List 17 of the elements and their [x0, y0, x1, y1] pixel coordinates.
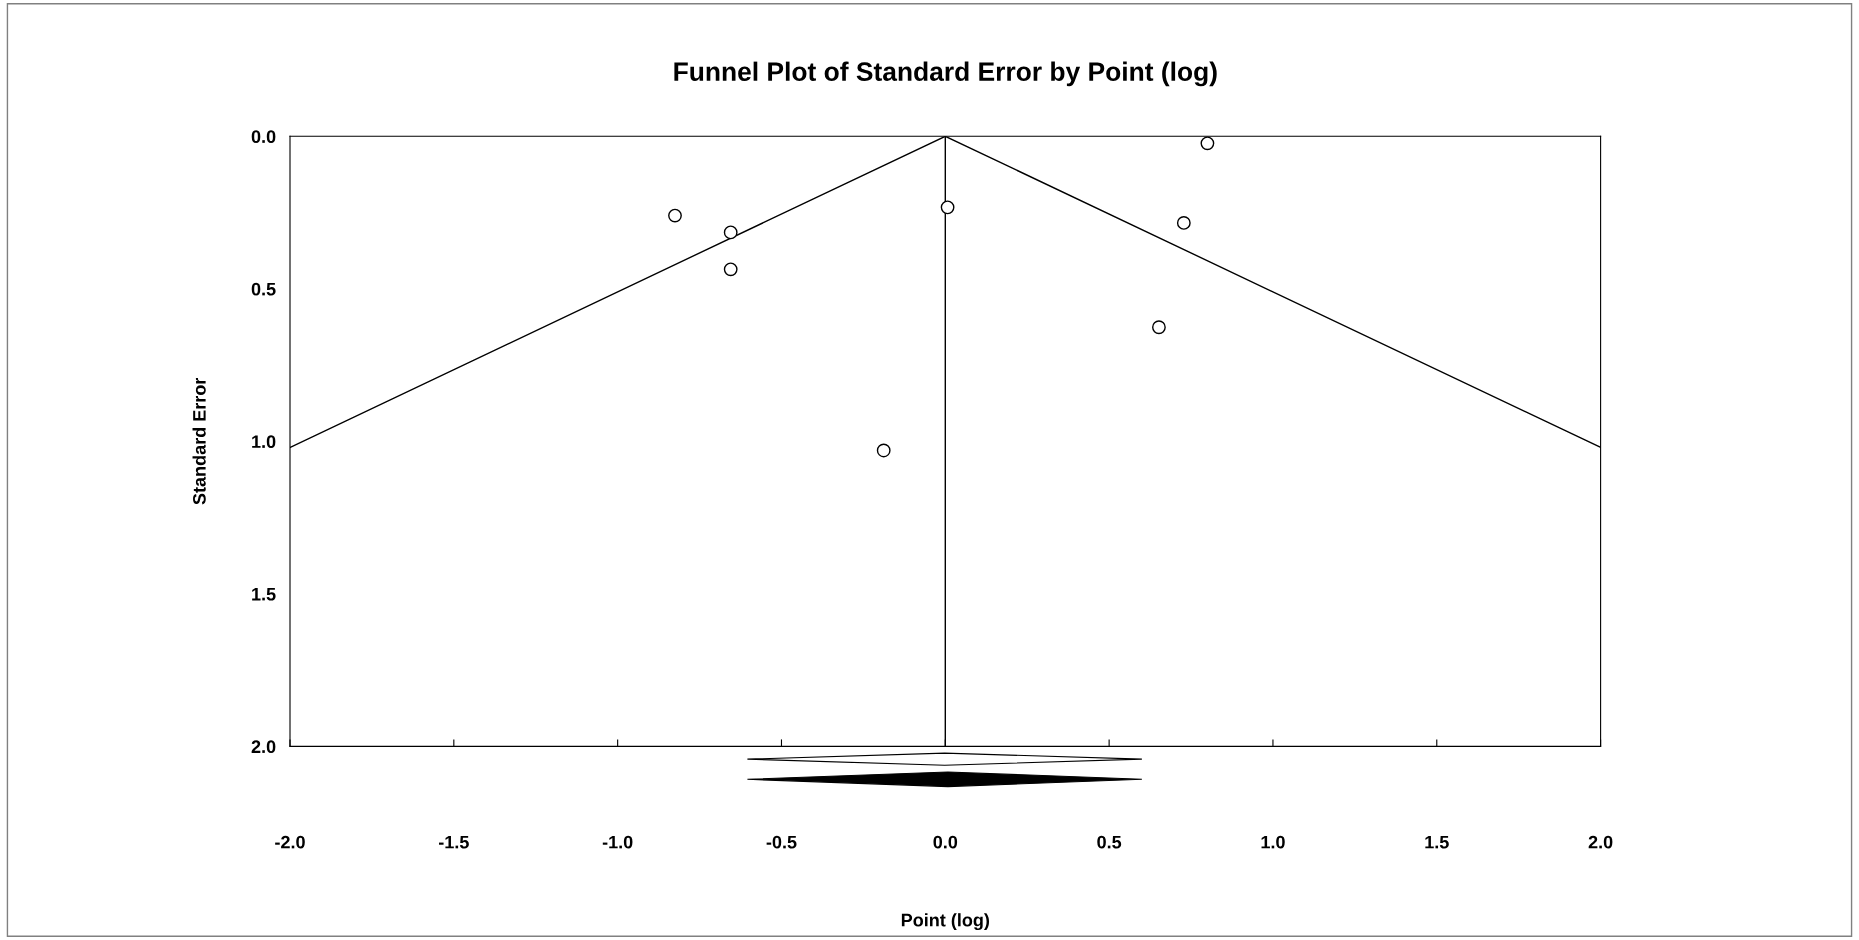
x-tick-label: 1.5 [1425, 835, 1449, 849]
y-axis-title: Standard Error [192, 377, 206, 505]
x-tick-label: 2.0 [1588, 835, 1613, 849]
x-tick-label: -0.5 [766, 835, 797, 849]
y-tick-label: 0.0 [251, 130, 276, 144]
x-tick-label: 0.0 [933, 835, 958, 849]
x-axis-title: Point (log) [901, 913, 990, 931]
y-tick-label: 1.0 [252, 435, 276, 449]
x-tick-label: 1.0 [1261, 835, 1285, 849]
y-tick-label: 1.5 [252, 587, 276, 601]
x-tick-label: -2.0 [275, 835, 305, 849]
chart-title: Funnel Plot of Standard Error by Point (log) [674, 61, 1217, 87]
x-tick-label: -1.0 [602, 835, 633, 849]
y-tick-label: 0.5 [251, 282, 276, 296]
x-tick-label: 0.5 [1097, 835, 1122, 849]
y-tick-label: 2.0 [251, 740, 276, 754]
x-tick-label: -1.5 [438, 835, 469, 849]
